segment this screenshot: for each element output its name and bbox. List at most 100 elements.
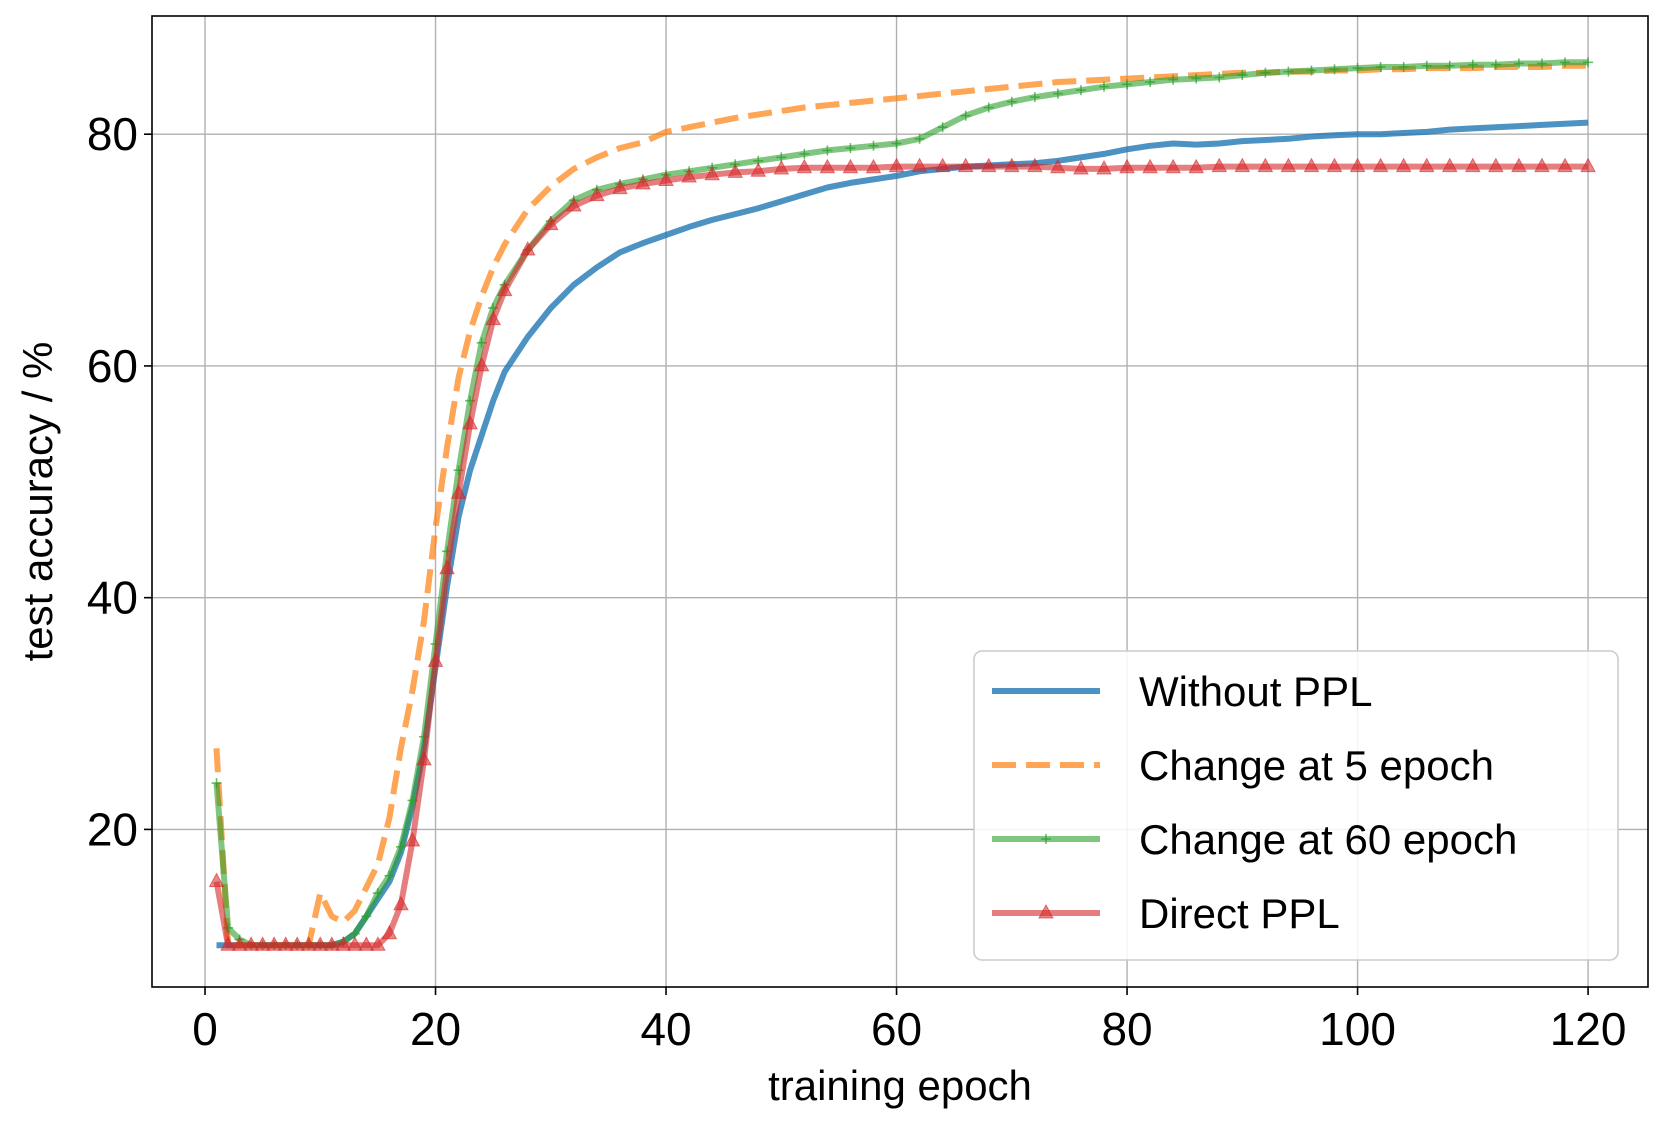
data-point: [370, 936, 386, 951]
data-point: [1464, 157, 1481, 173]
data-point: [450, 484, 467, 499]
data-point: [980, 157, 997, 173]
legend-marker: [1041, 834, 1051, 844]
data-point: [983, 102, 994, 113]
y-axis-label: test accuracy / %: [14, 342, 61, 662]
data-point: [416, 750, 432, 766]
data-point: [1260, 67, 1271, 78]
data-point: [1027, 157, 1043, 173]
data-point: [1006, 96, 1017, 107]
data-point: [542, 215, 559, 231]
data-point: [404, 831, 421, 847]
data-point: [1280, 157, 1297, 173]
data-point: [1003, 157, 1020, 173]
legend-box: [973, 650, 1619, 961]
y-tick-label: 20: [87, 803, 138, 855]
data-point: [1534, 157, 1550, 173]
data-point: [796, 158, 813, 174]
data-point: [773, 159, 790, 175]
data-point: [1395, 157, 1412, 173]
data-point: [822, 145, 833, 156]
data-point: [1165, 158, 1181, 174]
data-point: [347, 936, 363, 951]
y-tick-label: 80: [87, 108, 138, 160]
data-point: [1099, 81, 1109, 92]
data-point: [243, 936, 259, 951]
data-point: [891, 138, 902, 149]
data-point: [914, 133, 925, 144]
y-tick-label: 40: [87, 572, 138, 624]
data-point: [612, 179, 628, 195]
data-point: [1306, 65, 1317, 76]
data-point: [312, 936, 329, 951]
data-point: [635, 174, 651, 190]
data-point: [1511, 157, 1527, 173]
data-point: [358, 936, 375, 951]
data-point: [395, 841, 406, 852]
data-point: [323, 936, 340, 951]
data-point: [704, 165, 720, 181]
data-point: [439, 559, 455, 575]
data-point: [1421, 60, 1432, 71]
data-point: [473, 356, 490, 372]
x-axis-label: training epoch: [768, 1062, 1032, 1109]
data-point: [1191, 73, 1202, 84]
data-point: [1326, 157, 1343, 173]
data-point: [911, 157, 928, 173]
plot-frame: [151, 15, 1649, 988]
data-point: [1444, 60, 1455, 71]
data-point: [1075, 85, 1086, 96]
data-point: [960, 110, 971, 121]
data-point: [589, 186, 605, 202]
data-point: [1257, 157, 1274, 173]
x-tick-label: 80: [1101, 1003, 1152, 1055]
data-point: [231, 936, 248, 951]
data-point: [335, 936, 352, 951]
data-point: [266, 936, 283, 951]
x-tick-label: 20: [410, 1003, 461, 1055]
series-direct-ppl: [208, 157, 1596, 951]
legend-item-without-ppl: Without PPL: [992, 668, 1372, 715]
data-point: [462, 414, 478, 430]
data-point: [1557, 157, 1573, 173]
legend-item-change-at-60-epoch: Change at 60 epoch: [992, 816, 1517, 863]
data-point: [277, 936, 294, 951]
data-point: [565, 196, 582, 212]
data-point: [1145, 77, 1156, 88]
data-point: [1052, 88, 1063, 99]
data-point: [1513, 58, 1524, 69]
data-point: [1490, 59, 1501, 70]
legend-item-change-at-5-epoch: Change at 5 epoch: [992, 742, 1494, 789]
data-point: [1096, 159, 1112, 175]
data-point: [1142, 158, 1158, 174]
y-tick-label: 60: [87, 340, 138, 392]
data-point: [1029, 92, 1040, 103]
data-point: [842, 158, 859, 174]
ticks: 0 20 40 60 80 100 120 20 40 60 80: [87, 108, 1627, 1055]
legend-marker: [1038, 903, 1054, 919]
data-point: [220, 936, 236, 951]
x-tick-label: 100: [1319, 1003, 1396, 1055]
data-point: [519, 241, 536, 256]
data-point: [485, 310, 501, 326]
legend-item-direct-ppl: Direct PPL: [992, 890, 1340, 937]
legend: Without PPL Change at 5 epoch Change at 60…: [973, 650, 1619, 961]
data-point: [1418, 157, 1435, 173]
x-tick-label: 40: [640, 1003, 691, 1055]
data-point: [868, 140, 879, 151]
data-point: [1050, 158, 1066, 174]
data-point: [1375, 61, 1386, 72]
data-point: [1560, 57, 1571, 68]
data-point: [1188, 158, 1205, 174]
data-point: [1398, 61, 1409, 72]
data-point: [865, 158, 882, 174]
data-point: [1122, 79, 1133, 90]
legend-label: Without PPL: [1139, 668, 1372, 715]
x-tick-label: 60: [871, 1003, 922, 1055]
series-group: [208, 57, 1596, 951]
data-point: [681, 168, 697, 183]
data-point: [957, 157, 974, 173]
legend-label: Direct PPL: [1139, 890, 1340, 937]
data-point: [1467, 59, 1478, 70]
